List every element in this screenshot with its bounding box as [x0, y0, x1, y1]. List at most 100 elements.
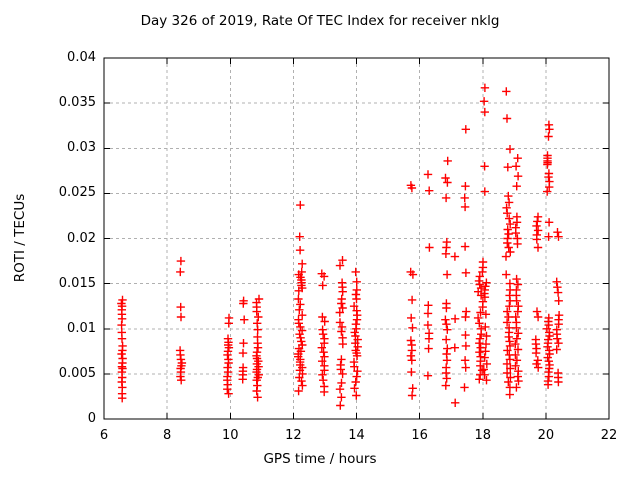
data-point-marker: [451, 398, 460, 407]
data-point-marker: [543, 342, 552, 351]
data-point-marker: [337, 355, 346, 364]
data-point-marker: [504, 312, 513, 322]
data-point-marker: [294, 319, 303, 328]
data-point-marker: [335, 318, 345, 327]
data-point-marker: [176, 312, 186, 322]
data-point-marker: [176, 372, 185, 381]
data-point-marker: [481, 347, 490, 356]
data-point-marker: [118, 394, 127, 403]
y-tick-label: 0.02: [67, 230, 96, 246]
data-point-marker: [544, 132, 553, 141]
data-point-marker: [554, 320, 563, 329]
data-point-marker: [297, 376, 306, 386]
data-point-marker: [337, 327, 346, 336]
data-point-marker: [450, 343, 459, 352]
data-point-marker: [443, 156, 452, 166]
y-tick-label: 0.025: [58, 185, 96, 201]
data-point-marker: [505, 214, 514, 223]
data-point-marker: [504, 243, 513, 252]
data-point-marker: [318, 357, 327, 366]
data-point-marker: [424, 301, 433, 310]
y-tick-label: 0.035: [58, 95, 96, 111]
data-point-marker: [223, 367, 233, 377]
data-point-marker: [475, 319, 484, 328]
y-tick-label: 0: [87, 411, 96, 426]
data-point-marker: [532, 359, 541, 369]
data-point-marker: [320, 352, 329, 361]
data-point-marker: [295, 330, 304, 339]
data-point-marker: [224, 358, 233, 368]
data-point-marker: [423, 320, 433, 330]
data-point-marker: [350, 362, 359, 371]
data-point-marker: [353, 342, 362, 351]
data-point-marker: [337, 299, 346, 308]
data-point-marker: [352, 351, 362, 360]
data-point-marker: [338, 287, 347, 296]
x-tick-label: 10: [221, 428, 239, 443]
data-point-marker: [504, 229, 513, 239]
data-point-marker: [424, 334, 434, 343]
data-point-marker: [320, 317, 329, 326]
x-axis-label: GPS time / hours: [263, 451, 377, 467]
data-point-marker: [513, 307, 522, 316]
data-point-marker: [552, 345, 561, 354]
data-point-marker: [318, 281, 327, 290]
data-point-marker: [461, 312, 470, 322]
data-point-marker: [335, 385, 345, 394]
x-tick-label: 14: [348, 428, 365, 443]
data-point-marker: [504, 191, 513, 201]
data-point-marker: [320, 339, 329, 348]
data-point-marker: [511, 162, 521, 171]
data-point-marker: [295, 246, 305, 255]
data-point-marker: [544, 372, 554, 381]
data-point-marker: [406, 336, 416, 345]
data-point-marker: [511, 361, 520, 370]
data-point-marker: [296, 200, 305, 210]
data-point-marker: [513, 345, 523, 354]
data-point-marker: [338, 369, 347, 379]
data-point-marker: [504, 377, 513, 387]
data-point-marker: [352, 294, 361, 304]
data-point-marker: [442, 335, 451, 344]
data-point-marker: [352, 315, 362, 324]
data-point-marker: [482, 331, 491, 341]
data-point-marker: [480, 187, 489, 196]
data-point-marker: [338, 303, 347, 313]
data-point-marker: [317, 343, 326, 352]
data-point-marker: [505, 302, 514, 311]
x-tick-label: 18: [474, 428, 492, 443]
data-point-marker: [533, 356, 542, 365]
y-tick-label: 0.005: [58, 365, 96, 381]
data-point-marker: [319, 272, 329, 281]
data-point-marker: [425, 243, 434, 252]
data-point-marker: [318, 312, 327, 322]
data-point-marker: [514, 376, 523, 386]
data-point-marker: [553, 288, 563, 297]
data-point-marker: [407, 183, 417, 193]
data-point-marker: [512, 356, 522, 365]
data-point-marker: [294, 386, 303, 396]
data-point-marker: [512, 274, 521, 284]
data-point-marker: [481, 322, 490, 332]
data-point-marker: [481, 339, 491, 349]
data-point-marker: [352, 277, 361, 286]
data-point-marker: [513, 239, 522, 249]
data-point-marker: [352, 324, 361, 333]
data-point-marker: [532, 235, 541, 244]
data-point-marker: [336, 365, 345, 374]
data-point-marker: [506, 364, 515, 373]
data-point-marker: [544, 218, 554, 227]
data-point-marker: [407, 313, 416, 323]
data-point-marker: [461, 330, 470, 340]
data-point-marker: [336, 401, 345, 410]
data-point-marker: [545, 182, 554, 192]
data-point-marker: [253, 393, 262, 402]
data-point-marker: [475, 375, 484, 384]
data-point-marker: [223, 385, 232, 394]
data-point-marker: [479, 97, 489, 106]
data-point-marker: [338, 339, 347, 349]
data-point-marker: [442, 374, 451, 383]
data-point-marker: [318, 330, 328, 339]
data-point-marker: [480, 293, 490, 302]
data-point-marker: [441, 315, 450, 324]
